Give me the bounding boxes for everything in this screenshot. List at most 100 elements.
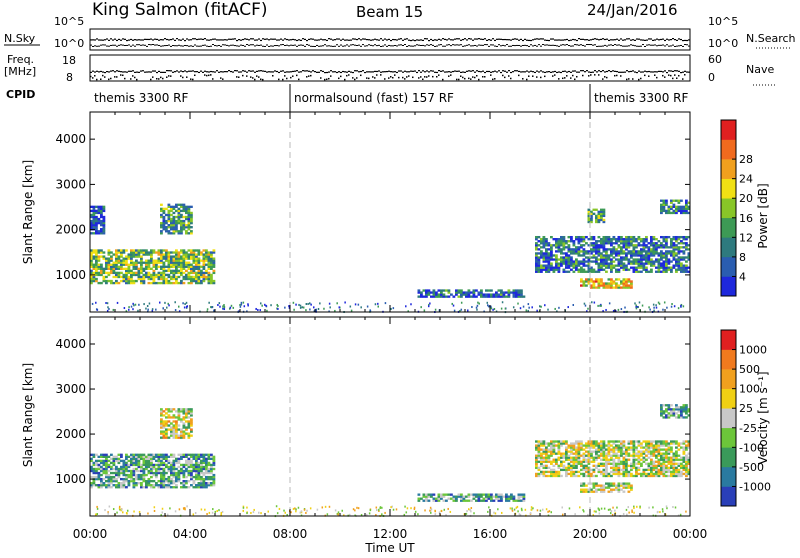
echo-cell — [165, 253, 168, 255]
freq-sample — [350, 72, 352, 73]
echo-cell — [178, 220, 181, 222]
echo-cell — [93, 456, 96, 458]
nsearch-sample — [384, 44, 386, 45]
near-range-echo — [329, 306, 331, 308]
echo-cell — [670, 473, 673, 475]
echo-cell — [110, 482, 113, 484]
echo-cell — [105, 456, 108, 458]
echo-cell — [205, 476, 208, 478]
echo-cell — [158, 262, 161, 264]
echo-cell — [120, 280, 123, 282]
echo-cell — [628, 453, 631, 455]
echo-cell — [488, 293, 491, 295]
echo-cell — [168, 266, 171, 268]
nsky-sample — [266, 38, 268, 39]
echo-cell — [165, 260, 168, 262]
echo-cell — [180, 456, 183, 458]
freq-sample — [464, 72, 466, 73]
echo-cell — [655, 258, 658, 260]
echo-cell — [560, 457, 563, 459]
echo-cell — [670, 442, 673, 444]
echo-cell — [208, 268, 211, 270]
echo-cell — [608, 258, 611, 260]
echo-cell — [600, 465, 603, 467]
near-range-echo — [231, 305, 233, 307]
echo-cell — [600, 280, 603, 282]
echo-cell — [153, 266, 156, 268]
freq-sample — [236, 70, 238, 71]
echo-cell — [208, 253, 211, 255]
freq-sample — [340, 72, 342, 73]
freq-sample — [166, 70, 168, 71]
echo-cell — [163, 224, 166, 226]
echo-cell — [463, 498, 466, 500]
echo-cell — [548, 260, 551, 262]
echo-cell — [175, 435, 178, 437]
echo-cell — [670, 475, 673, 477]
nave-sample — [552, 75, 554, 77]
echo-cell — [665, 469, 668, 471]
echo-cell — [118, 454, 121, 456]
echo-cell — [680, 200, 683, 202]
echo-cell — [628, 252, 631, 254]
nsky-sample — [328, 38, 330, 39]
echo-cell — [498, 496, 501, 498]
echo-cell — [568, 463, 571, 465]
nsky-sample — [456, 38, 458, 39]
echo-cell — [163, 474, 166, 476]
echo-cell — [558, 475, 561, 477]
echo-cell — [593, 244, 596, 246]
echo-cell — [535, 271, 538, 273]
echo-cell — [115, 262, 118, 264]
echo-cell — [143, 476, 146, 478]
echo-cell — [678, 264, 681, 266]
echo-cell — [173, 218, 176, 220]
echo-cell — [480, 289, 483, 291]
echo-cell — [95, 468, 98, 470]
echo-cell — [443, 500, 446, 502]
echo-cell — [625, 248, 628, 250]
echo-cell — [628, 286, 631, 288]
echo-cell — [523, 500, 526, 502]
echo-cell — [555, 260, 558, 262]
echo-cell — [680, 258, 683, 260]
echo-cell — [170, 474, 173, 476]
nave-sample — [150, 79, 152, 81]
echo-cell — [620, 256, 623, 258]
near-range-echo — [517, 303, 519, 305]
nave-sample — [92, 77, 94, 79]
freq-sample — [392, 71, 394, 72]
echo-cell — [643, 258, 646, 260]
echo-cell — [665, 258, 668, 260]
near-range-echo — [494, 308, 496, 310]
echo-cell — [198, 268, 201, 270]
echo-cell — [603, 242, 606, 244]
nsearch-sample — [214, 45, 216, 46]
nsearch-sample — [410, 46, 412, 47]
echo-cell — [585, 467, 588, 469]
echo-cell — [203, 276, 206, 278]
echo-cell — [180, 224, 183, 226]
echo-cell — [115, 474, 118, 476]
near-range-echo — [656, 307, 658, 309]
echo-cell — [188, 249, 191, 251]
echo-cell — [188, 422, 191, 424]
echo-cell — [193, 482, 196, 484]
echo-cell — [193, 470, 196, 472]
echo-cell — [655, 260, 658, 262]
echo-cell — [170, 435, 173, 437]
echo-cell — [500, 289, 503, 291]
echo-cell — [180, 437, 183, 439]
echo-cell — [683, 242, 686, 244]
echo-cell — [183, 410, 186, 412]
echo-cell — [213, 480, 216, 482]
nave-sample — [428, 75, 430, 77]
freq-sample — [148, 71, 150, 72]
echo-cell — [188, 416, 191, 418]
echo-cell — [628, 471, 631, 473]
nsearch-sample — [294, 45, 296, 46]
echo-cell — [170, 255, 173, 257]
echo-cell — [655, 246, 658, 248]
freq-sample — [136, 72, 138, 73]
echo-cell — [168, 282, 171, 284]
